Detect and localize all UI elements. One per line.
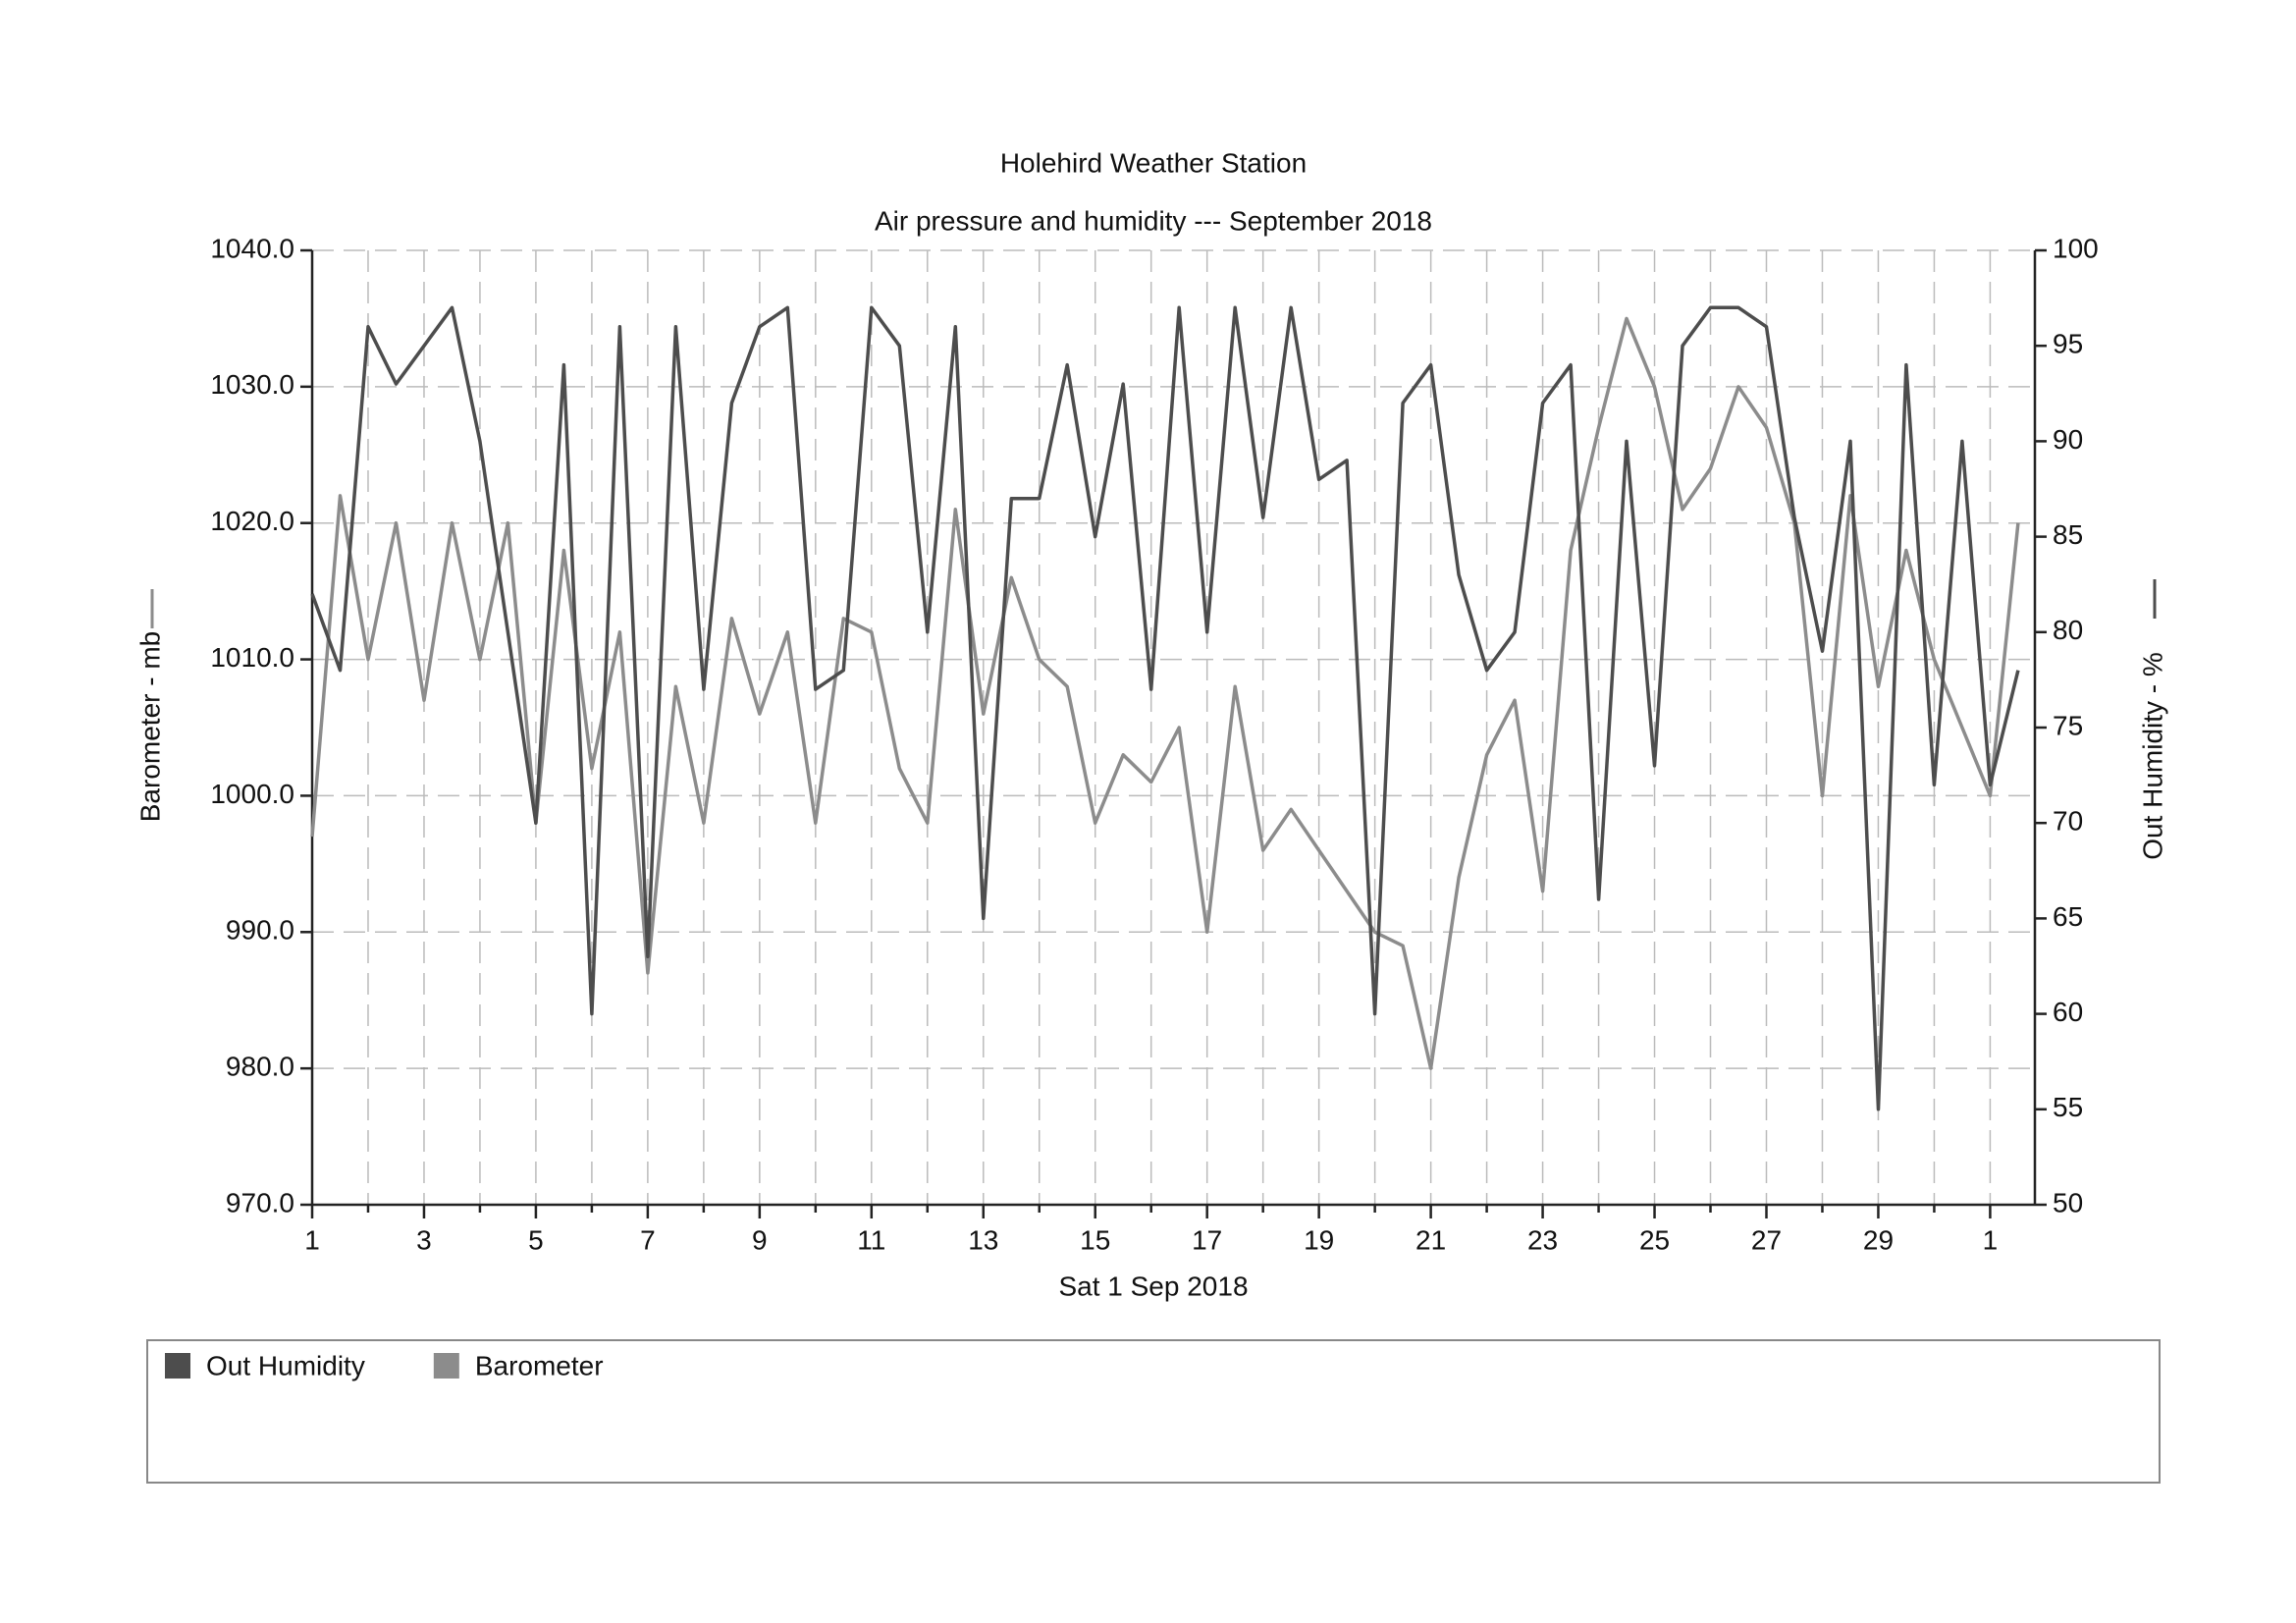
legend-label: Out Humidity (206, 1350, 365, 1380)
y2-tick-label: 50 (2053, 1187, 2083, 1217)
y-axis-label: Barometer - mb (134, 631, 165, 823)
y-tick-label: 1010.0 (210, 642, 294, 673)
x-tick-label: 23 (1527, 1224, 1558, 1255)
legend-box (146, 1339, 2161, 1484)
y2-tick-label: 55 (2053, 1092, 2083, 1122)
y2-tick-label: 60 (2053, 997, 2083, 1027)
x-axis-label: Sat 1 Sep 2018 (1058, 1271, 1248, 1301)
legend-swatch (165, 1353, 190, 1379)
x-tick-label: 9 (752, 1224, 768, 1255)
x-tick-label: 25 (1639, 1224, 1670, 1255)
x-tick-label: 3 (416, 1224, 432, 1255)
legend-swatch (433, 1353, 459, 1379)
y2-tick-label: 90 (2053, 424, 2083, 455)
y2-tick-label: 80 (2053, 615, 2083, 645)
legend-label: Barometer (475, 1350, 604, 1380)
y2-tick-label: 95 (2053, 329, 2083, 359)
x-tick-label: 1 (1983, 1224, 1999, 1255)
y2-tick-label: 65 (2053, 901, 2083, 932)
series-line (310, 316, 2020, 1070)
x-tick-label: 21 (1415, 1224, 1446, 1255)
y-tick-label: 990.0 (226, 915, 294, 946)
y-tick-label: 1030.0 (210, 369, 294, 400)
series-line (310, 305, 2020, 1111)
y2-tick-label: 100 (2053, 233, 2099, 263)
y-tick-label: 1040.0 (210, 233, 294, 263)
x-tick-label: 5 (528, 1224, 544, 1255)
x-tick-label: 7 (640, 1224, 656, 1255)
x-tick-label: 15 (1080, 1224, 1110, 1255)
y2-tick-label: 75 (2053, 710, 2083, 740)
y-tick-label: 1000.0 (210, 779, 294, 809)
x-tick-label: 11 (857, 1224, 885, 1255)
y-tick-label: 970.0 (226, 1187, 294, 1217)
y2-tick-label: 85 (2053, 519, 2083, 550)
y2-axis-label: Out Humidity - % (2137, 652, 2167, 860)
x-tick-label: 1 (304, 1224, 320, 1255)
x-tick-label: 17 (1192, 1224, 1222, 1255)
chart-subtitle: Air pressure and humidity --- September … (875, 205, 1432, 236)
x-tick-label: 13 (968, 1224, 998, 1255)
y-tick-label: 1020.0 (210, 506, 294, 536)
x-tick-label: 19 (1304, 1224, 1334, 1255)
chart-title: Holehird Weather Station (1000, 147, 1307, 178)
x-tick-label: 27 (1751, 1224, 1782, 1255)
y2-tick-label: 70 (2053, 806, 2083, 837)
y-tick-label: 980.0 (226, 1052, 294, 1082)
x-tick-label: 29 (1863, 1224, 1894, 1255)
